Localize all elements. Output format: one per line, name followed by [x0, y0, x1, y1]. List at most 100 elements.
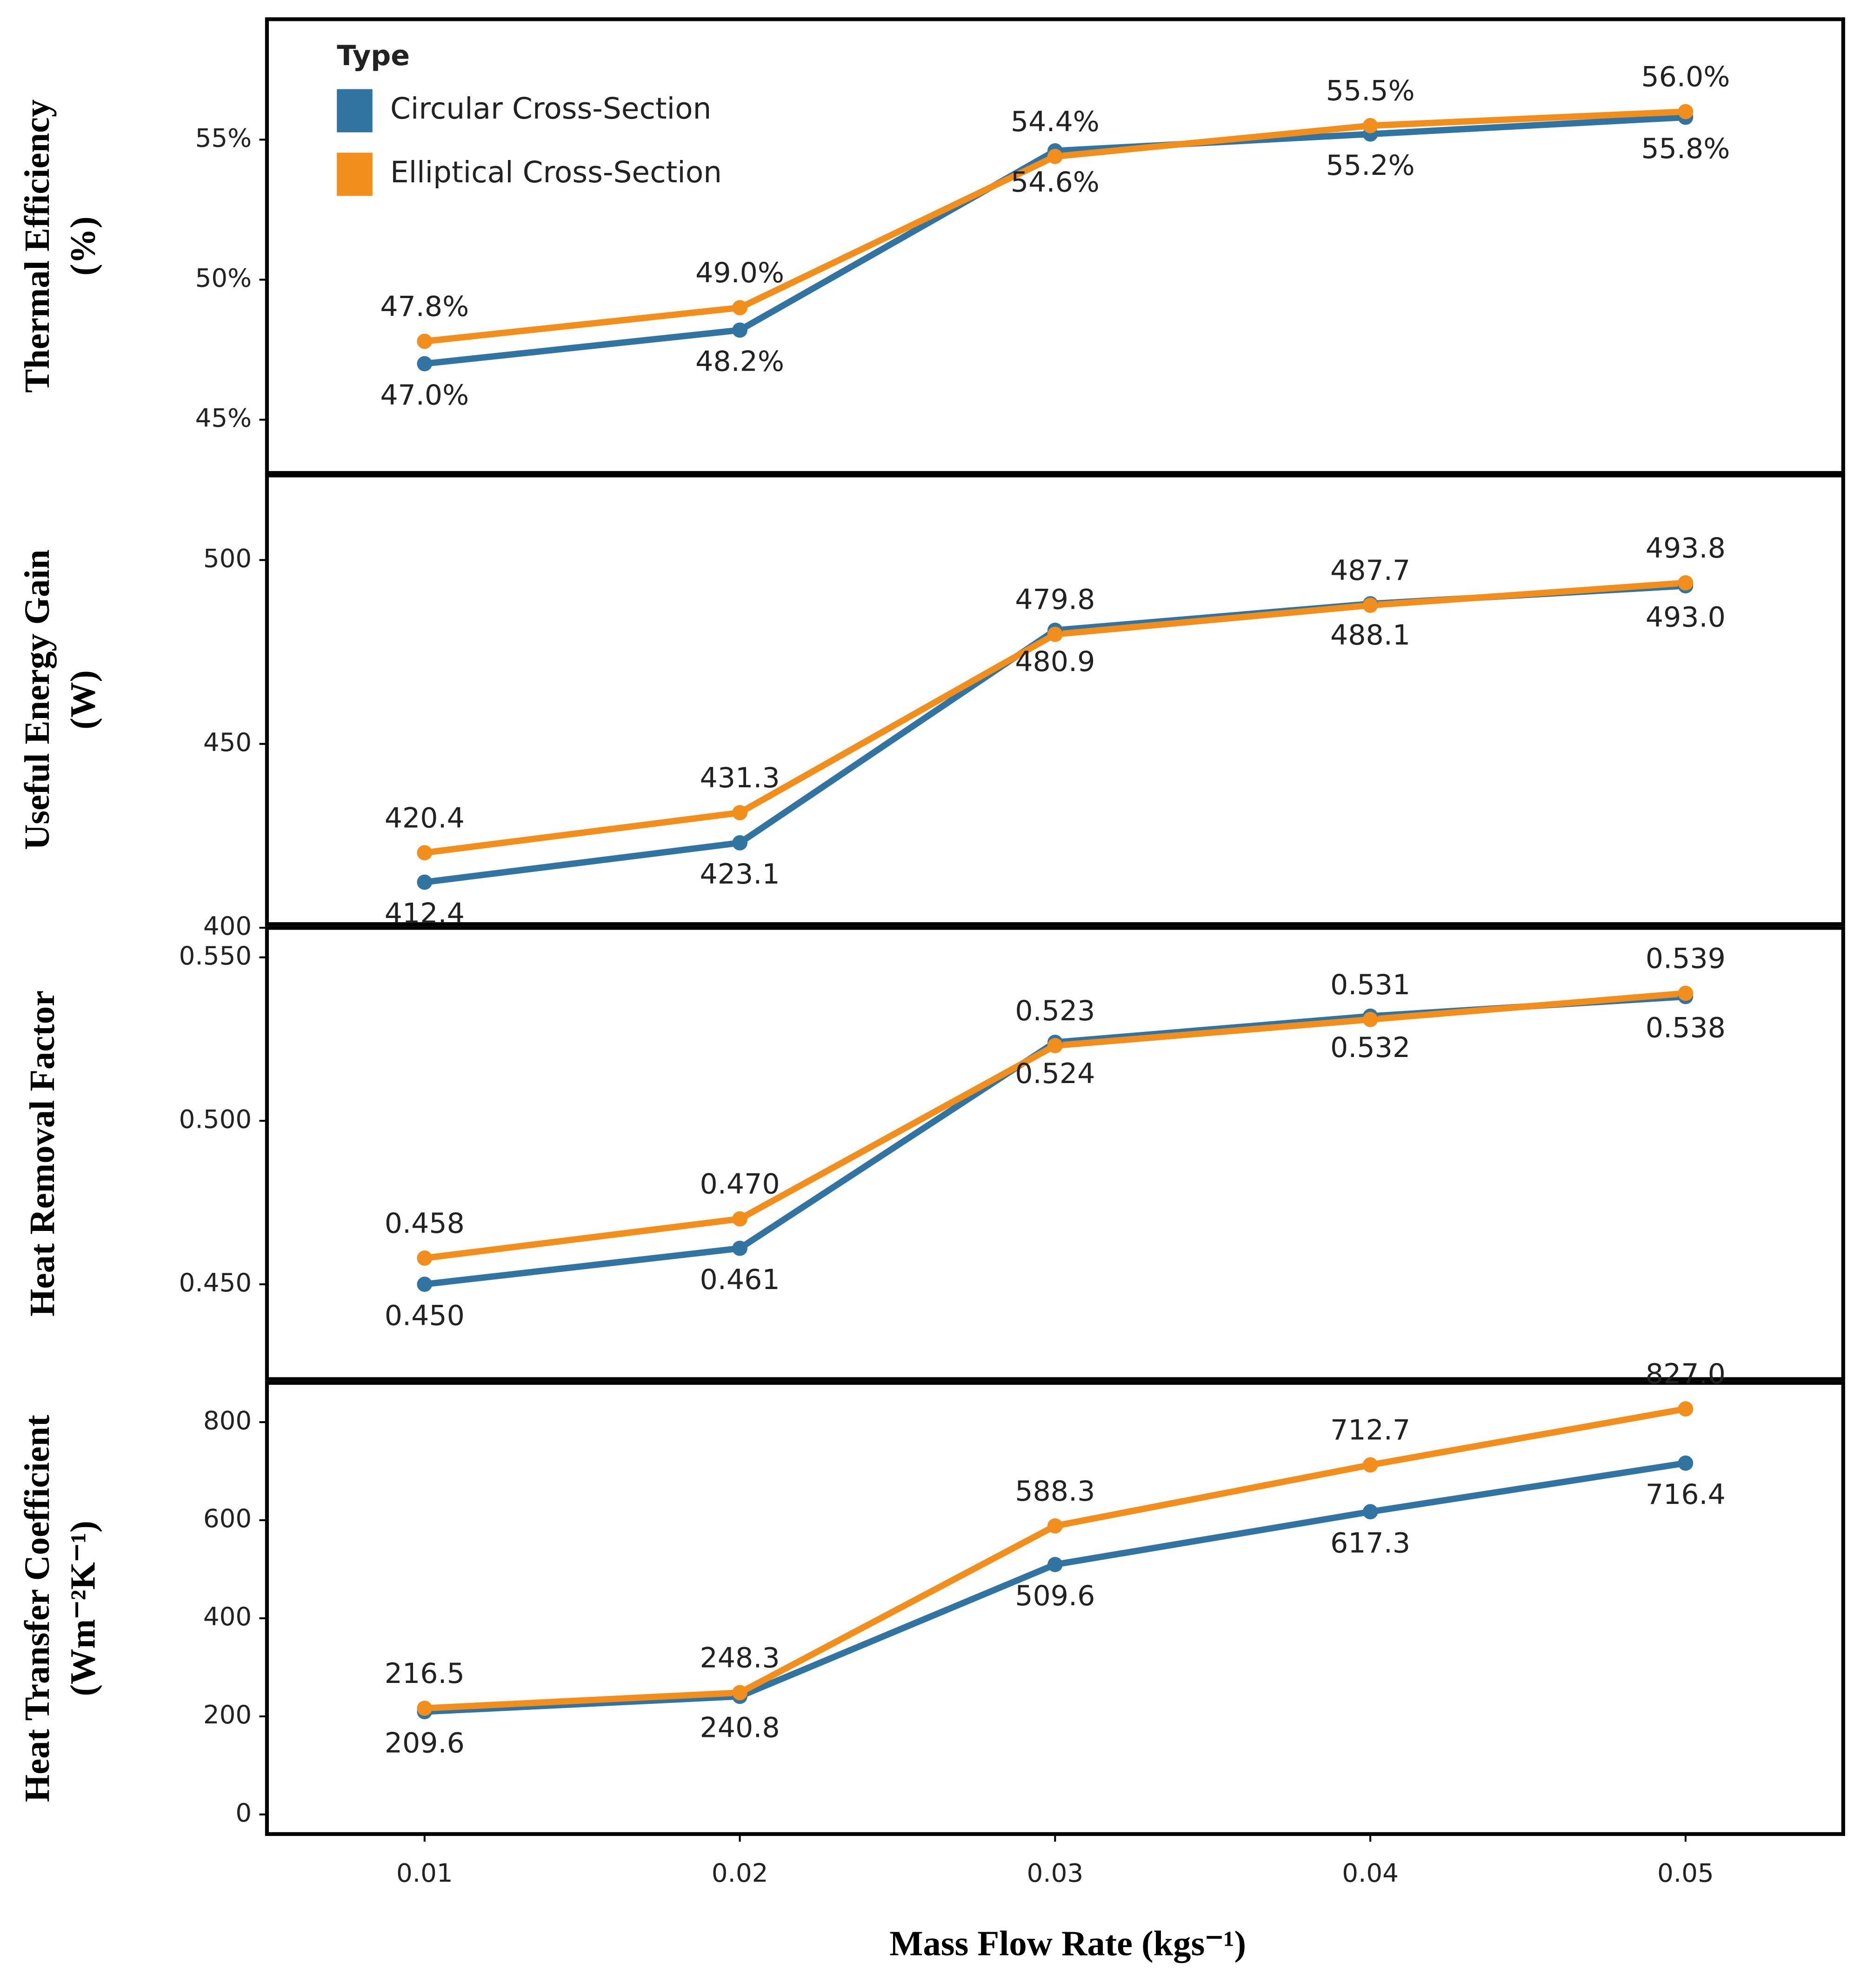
data-label: 588.3	[1015, 1475, 1095, 1508]
data-label: 420.4	[385, 802, 465, 834]
data-label: 209.6	[385, 1727, 465, 1759]
data-label: 54.6%	[1011, 166, 1100, 199]
x-tick-label: 0.02	[712, 1858, 768, 1888]
series-line	[424, 990, 1686, 1262]
y-tick-label: 0	[235, 1798, 252, 1828]
data-label: 423.1	[700, 858, 780, 891]
point	[417, 356, 433, 372]
point	[1047, 1518, 1063, 1534]
point	[1678, 575, 1694, 591]
point	[417, 333, 433, 349]
data-label: 412.4	[385, 898, 465, 930]
point	[1362, 118, 1378, 133]
data-label: 0.524	[1015, 1057, 1095, 1090]
point	[1047, 1038, 1063, 1053]
data-label: 0.450	[385, 1299, 465, 1332]
point	[1362, 1011, 1378, 1027]
legend-label: Circular Cross-Section	[390, 92, 711, 126]
y-axis-title: (%)	[63, 216, 102, 275]
data-label: 479.8	[1015, 584, 1095, 616]
point	[1047, 626, 1063, 642]
plot-frame	[265, 926, 1845, 1381]
data-label: 240.8	[700, 1711, 780, 1744]
data-label: 248.3	[700, 1642, 780, 1674]
data-label: 54.4%	[1011, 106, 1100, 138]
data-label: 827.0	[1646, 1358, 1726, 1390]
y-tick-label: 0.550	[179, 941, 252, 971]
data-label: 716.4	[1646, 1478, 1726, 1511]
data-label: 0.532	[1330, 1031, 1410, 1064]
y-tick-label: 0.500	[179, 1104, 252, 1134]
legend-title: Type	[337, 40, 410, 72]
point	[732, 805, 747, 820]
y-tick-label: 45%	[195, 403, 252, 433]
point	[732, 835, 747, 851]
point	[732, 1240, 747, 1256]
y-tick-label: 400	[203, 1602, 252, 1631]
point	[1678, 1401, 1694, 1417]
data-label: 55.2%	[1326, 149, 1415, 182]
data-label: 0.523	[1015, 995, 1095, 1027]
y-tick-label: 800	[203, 1405, 252, 1435]
data-label: 0.458	[385, 1207, 465, 1240]
data-label: 493.0	[1646, 601, 1726, 633]
data-label: 55.8%	[1641, 133, 1730, 165]
point	[1678, 985, 1694, 1001]
point	[417, 1277, 433, 1292]
data-label: 47.8%	[380, 290, 469, 323]
y-tick-label: 600	[203, 1503, 252, 1533]
y-axis-title: Heat Removal Factor	[22, 991, 62, 1316]
y-tick-label: 50%	[195, 263, 252, 293]
point	[1678, 104, 1694, 120]
point	[1362, 1457, 1378, 1473]
legend-swatch	[337, 153, 373, 196]
y-tick-label: 55%	[195, 123, 252, 153]
point	[417, 1250, 433, 1266]
data-label: 712.7	[1330, 1414, 1410, 1447]
plot-frame	[265, 473, 1845, 926]
x-tick-label: 0.03	[1027, 1858, 1083, 1888]
point	[1362, 1504, 1378, 1520]
data-label: 0.538	[1646, 1012, 1726, 1044]
x-tick-label: 0.05	[1657, 1858, 1714, 1888]
data-label: 431.3	[700, 762, 780, 794]
data-label: 0.461	[700, 1263, 780, 1296]
data-label: 480.9	[1015, 645, 1095, 678]
data-label: 55.5%	[1326, 75, 1415, 107]
y-axis-title: Thermal Efficiency	[17, 100, 57, 393]
plot-frame	[265, 17, 1845, 475]
point	[417, 874, 433, 890]
y-tick-label: 0.450	[179, 1268, 252, 1297]
y-tick-label: 200	[203, 1700, 252, 1729]
point	[732, 1211, 747, 1227]
y-axis-title: Useful Energy Gain	[17, 550, 57, 850]
data-label: 216.5	[385, 1657, 465, 1690]
data-label: 0.470	[700, 1168, 780, 1201]
point	[417, 845, 433, 861]
y-tick-label: 500	[203, 543, 252, 573]
data-label: 0.531	[1330, 969, 1410, 1001]
data-label: 617.3	[1330, 1527, 1410, 1559]
x-tick-label: 0.01	[396, 1858, 453, 1888]
point	[1047, 149, 1063, 164]
y-axis-title: (Wm⁻²K⁻¹)	[63, 1521, 102, 1696]
point	[1678, 1455, 1694, 1471]
data-label: 509.6	[1015, 1580, 1095, 1612]
data-label: 47.0%	[380, 379, 469, 412]
point	[1047, 1556, 1063, 1572]
point	[417, 1701, 433, 1716]
x-axis-title: Mass Flow Rate (kgs⁻¹)	[889, 1924, 1246, 1963]
point	[732, 322, 747, 338]
y-tick-label: 450	[203, 727, 252, 757]
point	[1362, 598, 1378, 613]
legend-swatch	[337, 89, 373, 133]
data-label: 488.1	[1330, 619, 1410, 652]
data-label: 493.8	[1646, 532, 1726, 565]
point	[732, 300, 747, 316]
data-label: 56.0%	[1641, 61, 1730, 93]
y-tick-label: 400	[203, 911, 252, 941]
data-label: 48.2%	[695, 346, 784, 378]
point	[732, 1685, 747, 1701]
x-tick-label: 0.04	[1342, 1858, 1399, 1888]
